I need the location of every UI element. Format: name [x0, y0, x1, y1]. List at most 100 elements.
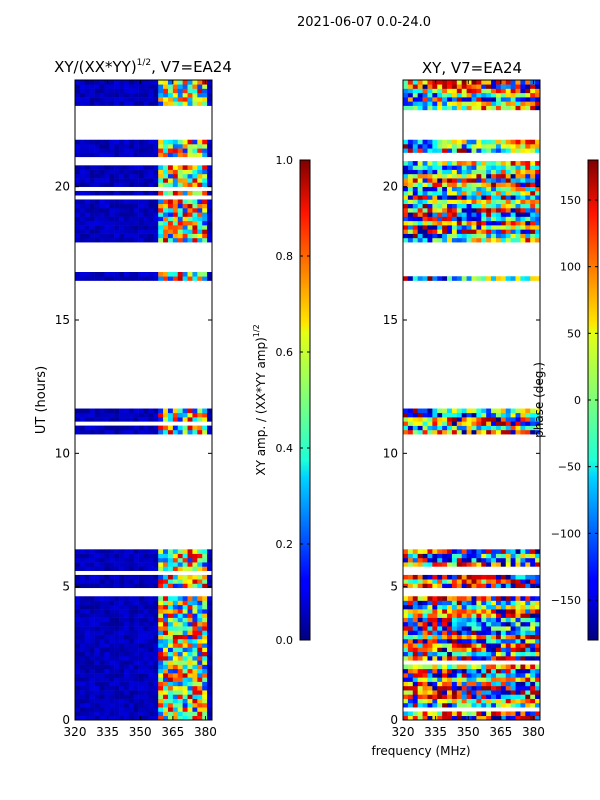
heatmap-cell — [94, 233, 100, 239]
heatmap-cell — [505, 101, 511, 106]
heatmap-cell — [520, 208, 526, 213]
heatmap-cell — [167, 617, 174, 623]
heatmap-cell — [427, 647, 433, 653]
heatmap-cell — [447, 178, 453, 183]
heatmap-cell — [520, 673, 526, 678]
heatmap-cell — [133, 638, 139, 644]
heatmap-cell — [530, 417, 536, 422]
heatmap-cell — [471, 225, 477, 230]
heatmap-cell — [525, 656, 531, 661]
heatmap-cell — [182, 220, 188, 226]
heatmap-cell — [525, 276, 531, 281]
heatmap-cell — [182, 621, 188, 627]
heatmap-cell — [138, 178, 144, 183]
heatmap-cell — [177, 613, 183, 618]
heatmap-cell — [119, 190, 125, 196]
heatmap-cell — [471, 425, 477, 431]
heatmap-cell — [153, 702, 159, 708]
heatmap-cell — [403, 276, 409, 281]
heatmap-cell — [75, 84, 81, 89]
heatmap-cell — [461, 562, 467, 567]
heatmap-cell — [148, 88, 154, 94]
heatmap-cell — [143, 574, 149, 580]
heatmap-cell — [119, 660, 125, 665]
heatmap-cell — [525, 233, 531, 239]
heatmap-cell — [128, 165, 135, 170]
heatmap-cell — [525, 630, 531, 635]
heatmap-cell — [510, 626, 516, 631]
heatmap-cell — [427, 557, 433, 563]
heatmap-cell — [505, 220, 511, 226]
heatmap-cell — [79, 638, 86, 644]
heatmap-cell — [114, 677, 120, 682]
heatmap-cell — [202, 237, 208, 243]
heatmap-cell — [422, 88, 428, 94]
heatmap-cell — [451, 609, 458, 614]
heatmap-cell — [417, 715, 423, 721]
heatmap-cell — [79, 579, 86, 584]
heatmap-cell — [471, 596, 477, 601]
heatmap-cell — [133, 429, 139, 435]
heatmap-cell — [481, 579, 487, 584]
heatmap-cell — [427, 199, 433, 205]
heatmap-cell — [461, 715, 467, 721]
heatmap-cell — [417, 638, 423, 644]
heatmap-cell — [177, 272, 183, 277]
heatmap-cell — [432, 690, 438, 695]
colorbar-tick-label: 0 — [574, 394, 581, 407]
heatmap-cell — [123, 698, 130, 704]
heatmap-cell — [182, 660, 188, 665]
heatmap-cell — [476, 562, 482, 567]
heatmap-cell — [138, 152, 144, 158]
heatmap-cell — [447, 208, 453, 213]
heatmap-cell — [153, 220, 159, 226]
heatmap-cell — [530, 609, 536, 614]
heatmap-cell — [114, 715, 120, 721]
heatmap-cell — [427, 212, 433, 217]
heatmap-cell — [417, 97, 423, 102]
heatmap-cell — [422, 596, 428, 601]
heatmap-cell — [128, 609, 135, 614]
heatmap-cell — [476, 182, 482, 187]
heatmap-cell — [417, 182, 423, 187]
heatmap-cell — [442, 626, 448, 631]
heatmap-cell — [79, 583, 86, 589]
heatmap-cell — [417, 651, 423, 657]
heatmap-cell — [84, 276, 90, 281]
heatmap-cell — [109, 553, 115, 559]
heatmap-cell — [163, 685, 169, 691]
heatmap-cell — [202, 638, 208, 644]
heatmap-cell — [84, 92, 90, 98]
heatmap-cell — [187, 583, 193, 589]
heatmap-cell — [500, 186, 507, 192]
heatmap-cell — [89, 626, 95, 631]
heatmap-cell — [476, 673, 482, 678]
heatmap-cell — [75, 557, 81, 563]
heatmap-cell — [535, 562, 541, 567]
heatmap-cell — [138, 638, 144, 644]
heatmap-cell — [143, 690, 149, 695]
heatmap-cell — [432, 574, 438, 580]
heatmap-cell — [104, 225, 110, 230]
heatmap-cell — [192, 88, 198, 94]
heatmap-cell — [128, 212, 135, 217]
heatmap-cell — [505, 212, 511, 217]
heatmap-cell — [84, 203, 90, 209]
heatmap-cell — [207, 225, 213, 230]
heatmap-cell — [505, 626, 511, 631]
heatmap-cell — [99, 233, 105, 239]
colorbar-tick-label: −100 — [551, 527, 581, 540]
heatmap-cell — [192, 711, 198, 717]
heatmap-cell — [432, 621, 438, 627]
heatmap-cell — [75, 425, 81, 431]
heatmap-cell — [412, 698, 418, 704]
heatmap-cell — [427, 668, 433, 674]
heatmap-cell — [510, 208, 516, 213]
heatmap-cell — [500, 596, 507, 601]
heatmap-cell — [94, 553, 100, 559]
heatmap-cell — [119, 152, 125, 158]
heatmap-cell — [163, 690, 169, 695]
heatmap-cell — [75, 97, 81, 102]
heatmap-cell — [422, 694, 428, 699]
heatmap-cell — [520, 634, 526, 640]
